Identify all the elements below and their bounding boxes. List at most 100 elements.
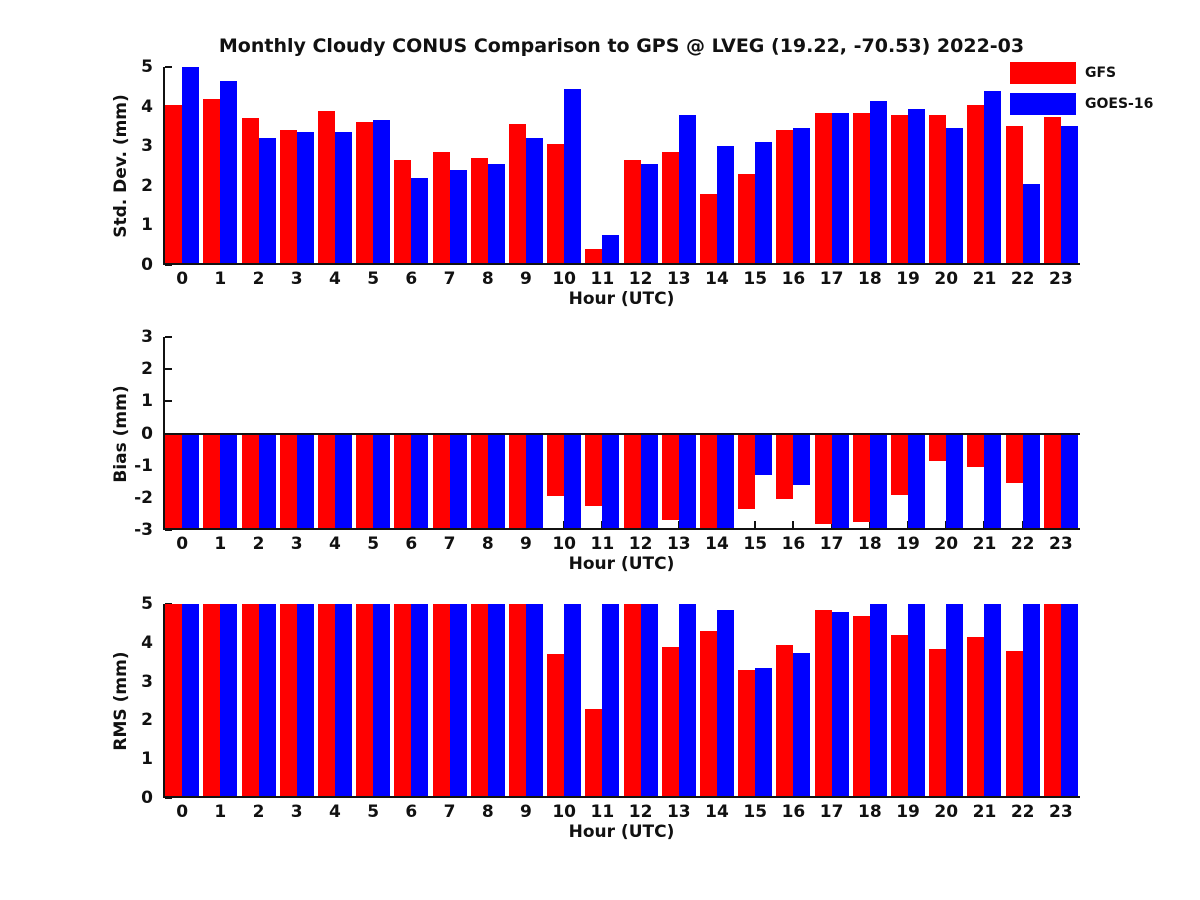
y-tick-label: -2	[134, 487, 153, 508]
y-axis-spine	[163, 604, 165, 798]
bar-gfs-hour-9	[508, 124, 526, 265]
x-tick-label: 16	[781, 802, 806, 822]
bar-goes16-hour-2	[258, 433, 276, 530]
x-tick-label: 5	[367, 269, 380, 289]
bar-goes16-hour-21	[984, 433, 1002, 530]
bar-goes16-hour-20	[946, 128, 964, 265]
bar-gfs-hour-8	[470, 433, 488, 530]
x-tick-label: 22	[1010, 802, 1035, 822]
x-tick-label: 7	[443, 534, 456, 554]
y-tick-label: 4	[141, 632, 153, 653]
y-tick-label: 2	[141, 175, 153, 196]
bar-gfs-hour-21	[967, 636, 985, 798]
bar-goes16-hour-9	[525, 604, 543, 798]
bar-gfs-hour-0	[165, 604, 183, 798]
bar-gfs-hour-8	[470, 604, 488, 798]
y-tick-label: 5	[141, 57, 153, 77]
x-tick-label: 18	[858, 534, 882, 554]
bar-gfs-hour-11	[585, 433, 603, 506]
x-tick-label: 6	[405, 534, 418, 554]
x-tick-label: 8	[481, 802, 494, 822]
x-axis-label-hour-utc: Hour (UTC)	[568, 289, 675, 309]
bar-gfs-hour-20	[929, 433, 947, 461]
x-tick-label: 7	[443, 802, 456, 822]
x-tick-label: 23	[1049, 802, 1073, 822]
bar-goes16-hour-22	[1022, 604, 1040, 798]
bar-gfs-hour-3	[279, 604, 297, 798]
bar-goes16-hour-11	[602, 235, 620, 265]
bar-gfs-hour-9	[508, 604, 526, 798]
x-axis-spine	[163, 528, 1080, 530]
x-tick-label: 19	[896, 534, 920, 554]
x-tick-label: 11	[590, 534, 615, 554]
x-tick-label: 14	[705, 802, 729, 822]
bar-gfs-hour-1	[203, 433, 221, 530]
x-tick-label: 5	[367, 534, 380, 554]
x-tick-label: 13	[666, 269, 691, 289]
x-tick-mark	[754, 521, 757, 528]
bar-goes16-hour-23	[1060, 126, 1078, 265]
bar-goes16-hour-18	[869, 604, 887, 798]
x-tick-label: 19	[896, 802, 920, 822]
bar-goes16-hour-22	[1022, 433, 1040, 530]
bar-goes16-hour-16	[793, 128, 811, 265]
bar-gfs-hour-18	[852, 615, 870, 798]
bar-goes16-hour-12	[640, 164, 658, 265]
bar-goes16-hour-0	[182, 433, 200, 530]
bar-gfs-hour-1	[203, 98, 221, 265]
bar-goes16-hour-14	[717, 433, 735, 530]
bar-goes16-hour-17	[831, 611, 849, 798]
bar-goes16-hour-11	[602, 433, 620, 530]
bar-gfs-hour-4	[317, 433, 335, 530]
bar-gfs-hour-10	[547, 144, 565, 265]
bar-goes16-hour-17	[831, 433, 849, 530]
bar-goes16-hour-20	[946, 604, 964, 798]
zero-baseline	[163, 432, 1080, 435]
bar-gfs-hour-11	[585, 708, 603, 798]
bar-gfs-hour-12	[623, 160, 641, 265]
bar-gfs-hour-14	[700, 433, 718, 530]
bar-gfs-hour-6	[394, 160, 412, 265]
x-tick-label: 20	[934, 534, 959, 554]
x-tick-label: 8	[481, 269, 494, 289]
bar-gfs-hour-22	[1005, 126, 1023, 265]
bar-gfs-hour-15	[738, 173, 756, 265]
bar-gfs-hour-19	[891, 433, 909, 495]
legend-item-gfs: GFS	[1010, 62, 1153, 84]
y-tick-label: 5	[141, 594, 153, 614]
x-tick-label: 17	[819, 534, 844, 554]
bar-goes16-hour-19	[908, 433, 926, 530]
y-tick-mark	[165, 336, 172, 338]
bar-gfs-hour-16	[776, 130, 794, 265]
bar-gfs-hour-20	[929, 114, 947, 265]
y-tick-label: 1	[141, 215, 153, 236]
x-tick-label: 2	[252, 802, 265, 822]
y-tick-label: 3	[141, 327, 153, 347]
x-tick-label: 16	[781, 534, 806, 554]
x-tick-label: 10	[552, 802, 577, 822]
bar-gfs-hour-16	[776, 644, 794, 798]
bar-gfs-hour-16	[776, 433, 794, 500]
x-axis-spine	[163, 263, 1080, 265]
bar-goes16-hour-10	[564, 604, 582, 798]
x-tick-label: 12	[628, 534, 653, 554]
x-tick-label: 5	[367, 802, 380, 822]
x-tick-label: 2	[252, 269, 265, 289]
y-tick-label: 0	[141, 423, 153, 444]
y-tick-mark	[165, 400, 172, 403]
x-tick-label: 13	[666, 534, 691, 554]
x-tick-label: 3	[290, 269, 303, 289]
bar-goes16-hour-6	[411, 177, 429, 265]
bar-goes16-hour-6	[411, 433, 429, 530]
bar-gfs-hour-2	[241, 433, 259, 530]
bar-goes16-hour-21	[984, 604, 1002, 798]
bar-goes16-hour-4	[334, 132, 352, 265]
bar-goes16-hour-23	[1060, 604, 1078, 798]
x-tick-label: 7	[443, 269, 456, 289]
bar-goes16-hour-13	[678, 433, 696, 530]
bar-gfs-hour-14	[700, 193, 718, 265]
bar-goes16-hour-9	[525, 433, 543, 530]
bar-goes16-hour-4	[334, 604, 352, 798]
bar-goes16-hour-8	[487, 164, 505, 265]
x-tick-label: 1	[214, 269, 227, 289]
